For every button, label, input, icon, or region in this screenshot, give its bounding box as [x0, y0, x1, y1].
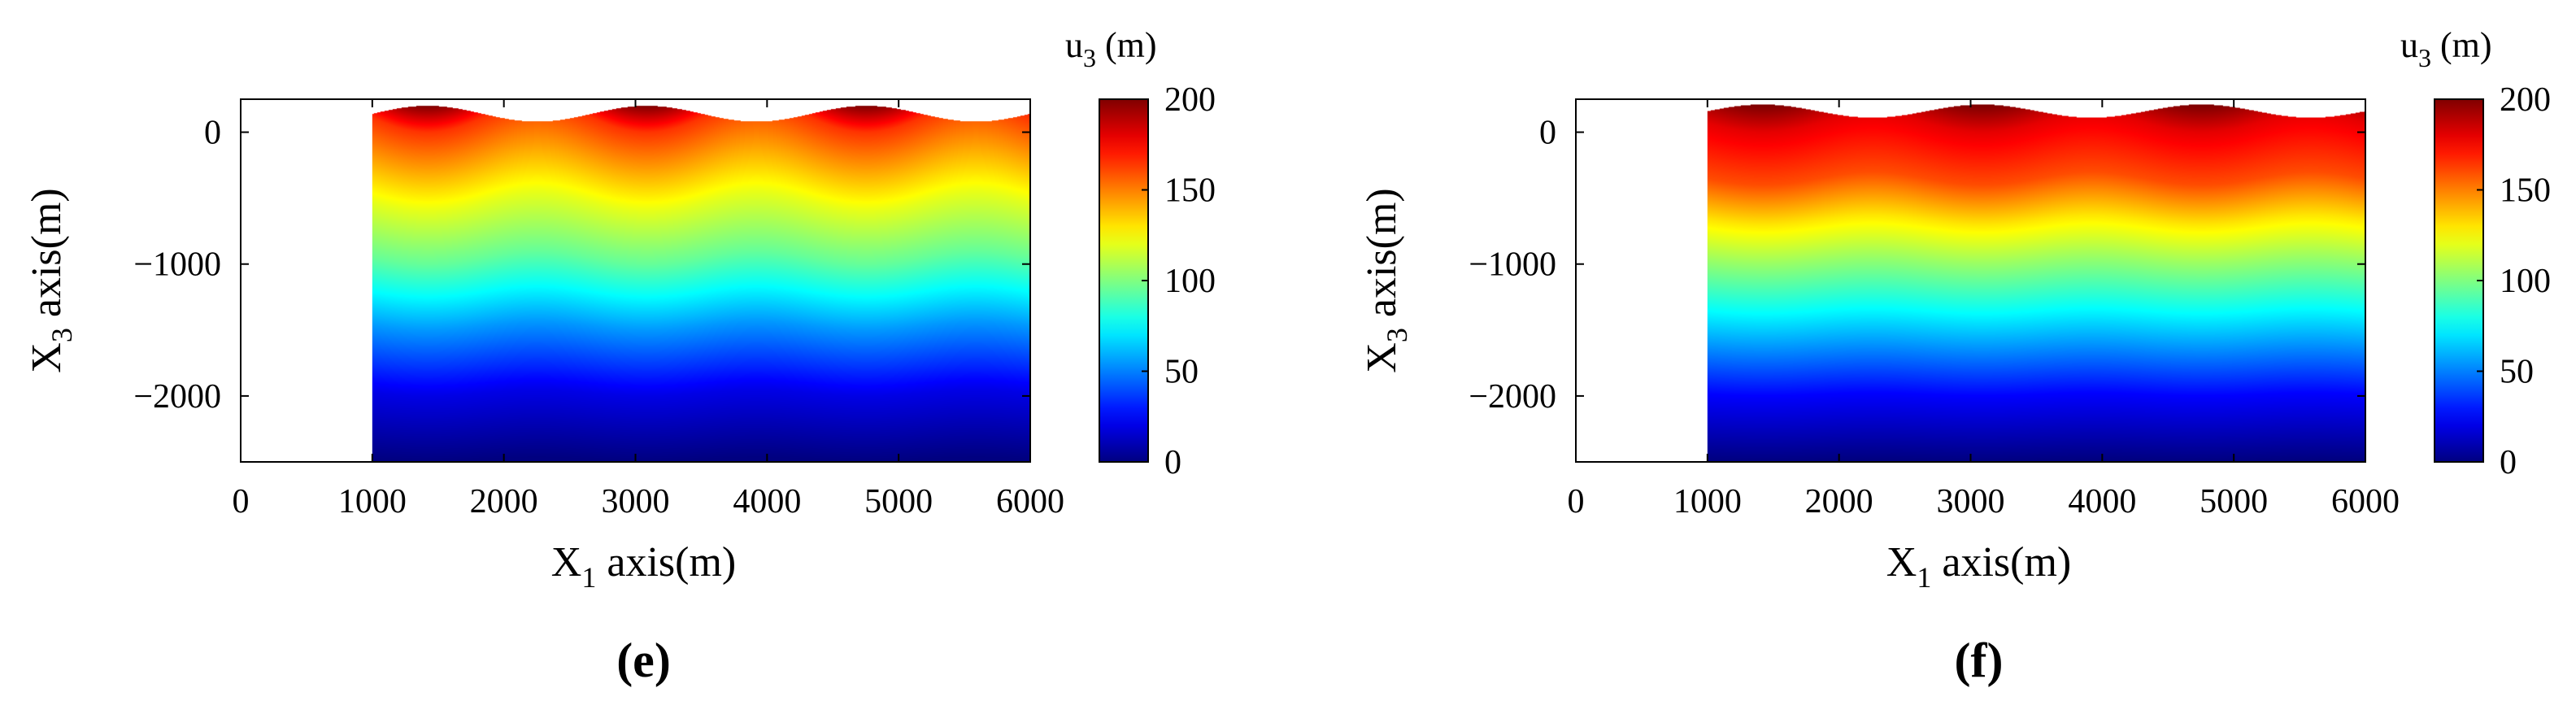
colorbar	[2434, 98, 2484, 463]
x-tick-label: 0	[1568, 483, 1585, 520]
y-tick-label: −1000	[133, 246, 221, 284]
x-tick-label: 3000	[1937, 483, 2005, 520]
y-tick-label: 0	[204, 115, 221, 152]
colorbar	[1099, 98, 1149, 463]
x-tick-label: 2000	[470, 483, 538, 520]
colorbar-title: u3 (m)	[1065, 25, 1157, 72]
colorbar-tick-label: 100	[2500, 263, 2551, 300]
u3-field-heatmap	[1707, 102, 2365, 463]
x-tick-label: 6000	[996, 483, 1064, 520]
x-tick-label: 1000	[338, 483, 407, 520]
panel-label: (f)	[1955, 633, 2004, 687]
x-tick-label: 6000	[2331, 483, 2400, 520]
x-tick-label: 4000	[733, 483, 801, 520]
colorbar-tick-label: 150	[2500, 172, 2551, 210]
y-tick-label: 0	[1539, 115, 1556, 152]
colorbar-tick-label: 200	[1164, 81, 1216, 119]
x-axis-label: X1 axis(m)	[1886, 539, 2071, 594]
colorbar-title: u3 (m)	[2400, 25, 2492, 72]
x-tick-label: 3000	[602, 483, 670, 520]
x-tick-label: 4000	[2068, 483, 2136, 520]
u3-field-heatmap	[372, 104, 1030, 463]
y-tick-label: −2000	[1469, 378, 1556, 416]
x-axis-label: X1 axis(m)	[551, 539, 736, 594]
x-tick-label: 2000	[1805, 483, 1873, 520]
y-tick-label: −2000	[133, 378, 221, 416]
y-axis-label: X3 axis(m)	[24, 188, 78, 372]
colorbar-tick-label: 0	[1164, 444, 1181, 481]
colorbar-tick-label: 0	[2500, 444, 2517, 481]
y-axis-label: X3 axis(m)	[1359, 188, 1413, 372]
colorbar-tick-label: 150	[1164, 172, 1216, 210]
y-tick-label: −1000	[1469, 246, 1556, 284]
x-tick-label: 5000	[864, 483, 933, 520]
panel-label: (e)	[616, 633, 671, 687]
colorbar-tick-label: 50	[2500, 354, 2534, 391]
colorbar-tick-label: 200	[2500, 81, 2551, 119]
x-tick-label: 0	[233, 483, 250, 520]
colorbar-tick-label: 50	[1164, 354, 1199, 391]
colorbar-tick-label: 100	[1164, 263, 1216, 300]
x-tick-label: 1000	[1673, 483, 1742, 520]
x-tick-label: 5000	[2200, 483, 2268, 520]
